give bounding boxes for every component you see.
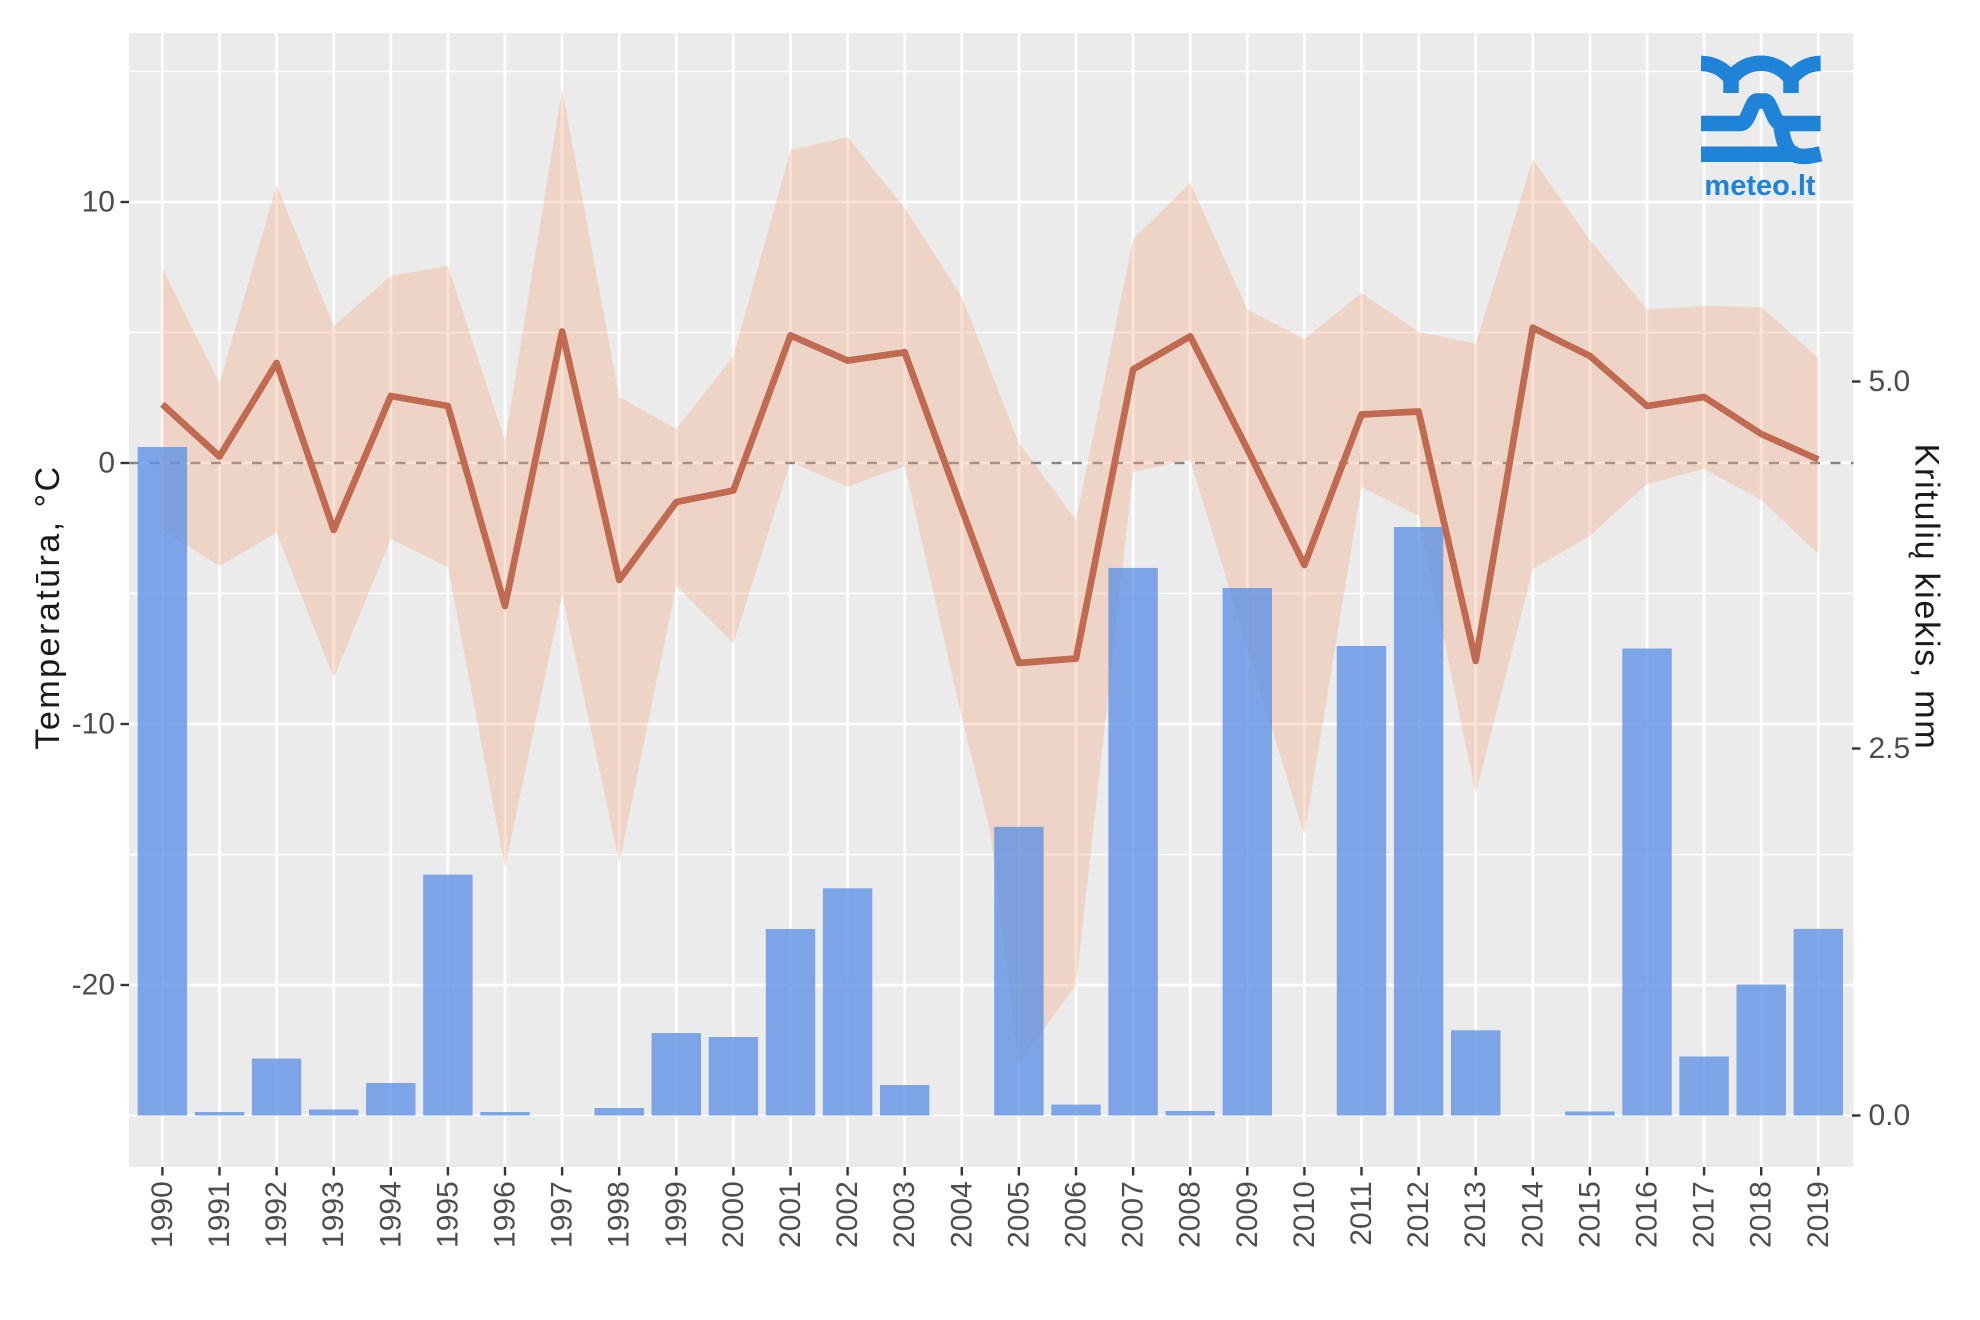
svg-text:1997: 1997 xyxy=(546,1181,579,1248)
svg-text:2011: 2011 xyxy=(1345,1181,1378,1246)
svg-text:2006: 2006 xyxy=(1060,1181,1093,1248)
svg-text:1993: 1993 xyxy=(317,1181,350,1248)
svg-text:1996: 1996 xyxy=(489,1181,522,1248)
svg-text:0.0: 0.0 xyxy=(1869,1099,1911,1132)
svg-text:Kritulių kiekis, mm: Kritulių kiekis, mm xyxy=(1908,444,1946,751)
svg-text:1992: 1992 xyxy=(260,1181,293,1248)
svg-text:2005: 2005 xyxy=(1002,1181,1035,1248)
svg-text:2007: 2007 xyxy=(1117,1181,1150,1248)
svg-text:1998: 1998 xyxy=(603,1181,636,1248)
svg-text:meteo.lt: meteo.lt xyxy=(1704,170,1816,202)
svg-text:2015: 2015 xyxy=(1573,1181,1606,1248)
svg-text:1995: 1995 xyxy=(431,1181,464,1248)
svg-text:1999: 1999 xyxy=(660,1181,693,1248)
svg-text:2004: 2004 xyxy=(945,1181,978,1248)
svg-text:Temperatūra, °C: Temperatūra, °C xyxy=(29,464,67,749)
svg-text:2018: 2018 xyxy=(1745,1181,1778,1248)
svg-text:2017: 2017 xyxy=(1688,1181,1721,1248)
svg-text:2.5: 2.5 xyxy=(1869,732,1911,765)
svg-text:2003: 2003 xyxy=(888,1181,921,1248)
svg-text:10: 10 xyxy=(82,186,115,219)
svg-text:2002: 2002 xyxy=(831,1181,864,1248)
svg-text:2000: 2000 xyxy=(717,1181,750,1248)
svg-text:2012: 2012 xyxy=(1402,1181,1435,1248)
svg-text:5.0: 5.0 xyxy=(1869,365,1911,398)
svg-text:2010: 2010 xyxy=(1288,1181,1321,1248)
svg-text:2019: 2019 xyxy=(1802,1181,1835,1248)
svg-text:1990: 1990 xyxy=(146,1181,179,1248)
svg-text:-20: -20 xyxy=(72,969,115,1002)
svg-text:-10: -10 xyxy=(72,708,115,741)
svg-text:2001: 2001 xyxy=(774,1181,807,1248)
svg-text:2014: 2014 xyxy=(1516,1181,1549,1248)
svg-text:2013: 2013 xyxy=(1459,1181,1492,1248)
svg-text:2016: 2016 xyxy=(1631,1181,1664,1248)
svg-text:0: 0 xyxy=(98,447,115,480)
svg-text:2009: 2009 xyxy=(1231,1181,1264,1248)
svg-text:1991: 1991 xyxy=(203,1181,236,1248)
svg-text:2008: 2008 xyxy=(1174,1181,1207,1248)
svg-text:1994: 1994 xyxy=(374,1181,407,1248)
